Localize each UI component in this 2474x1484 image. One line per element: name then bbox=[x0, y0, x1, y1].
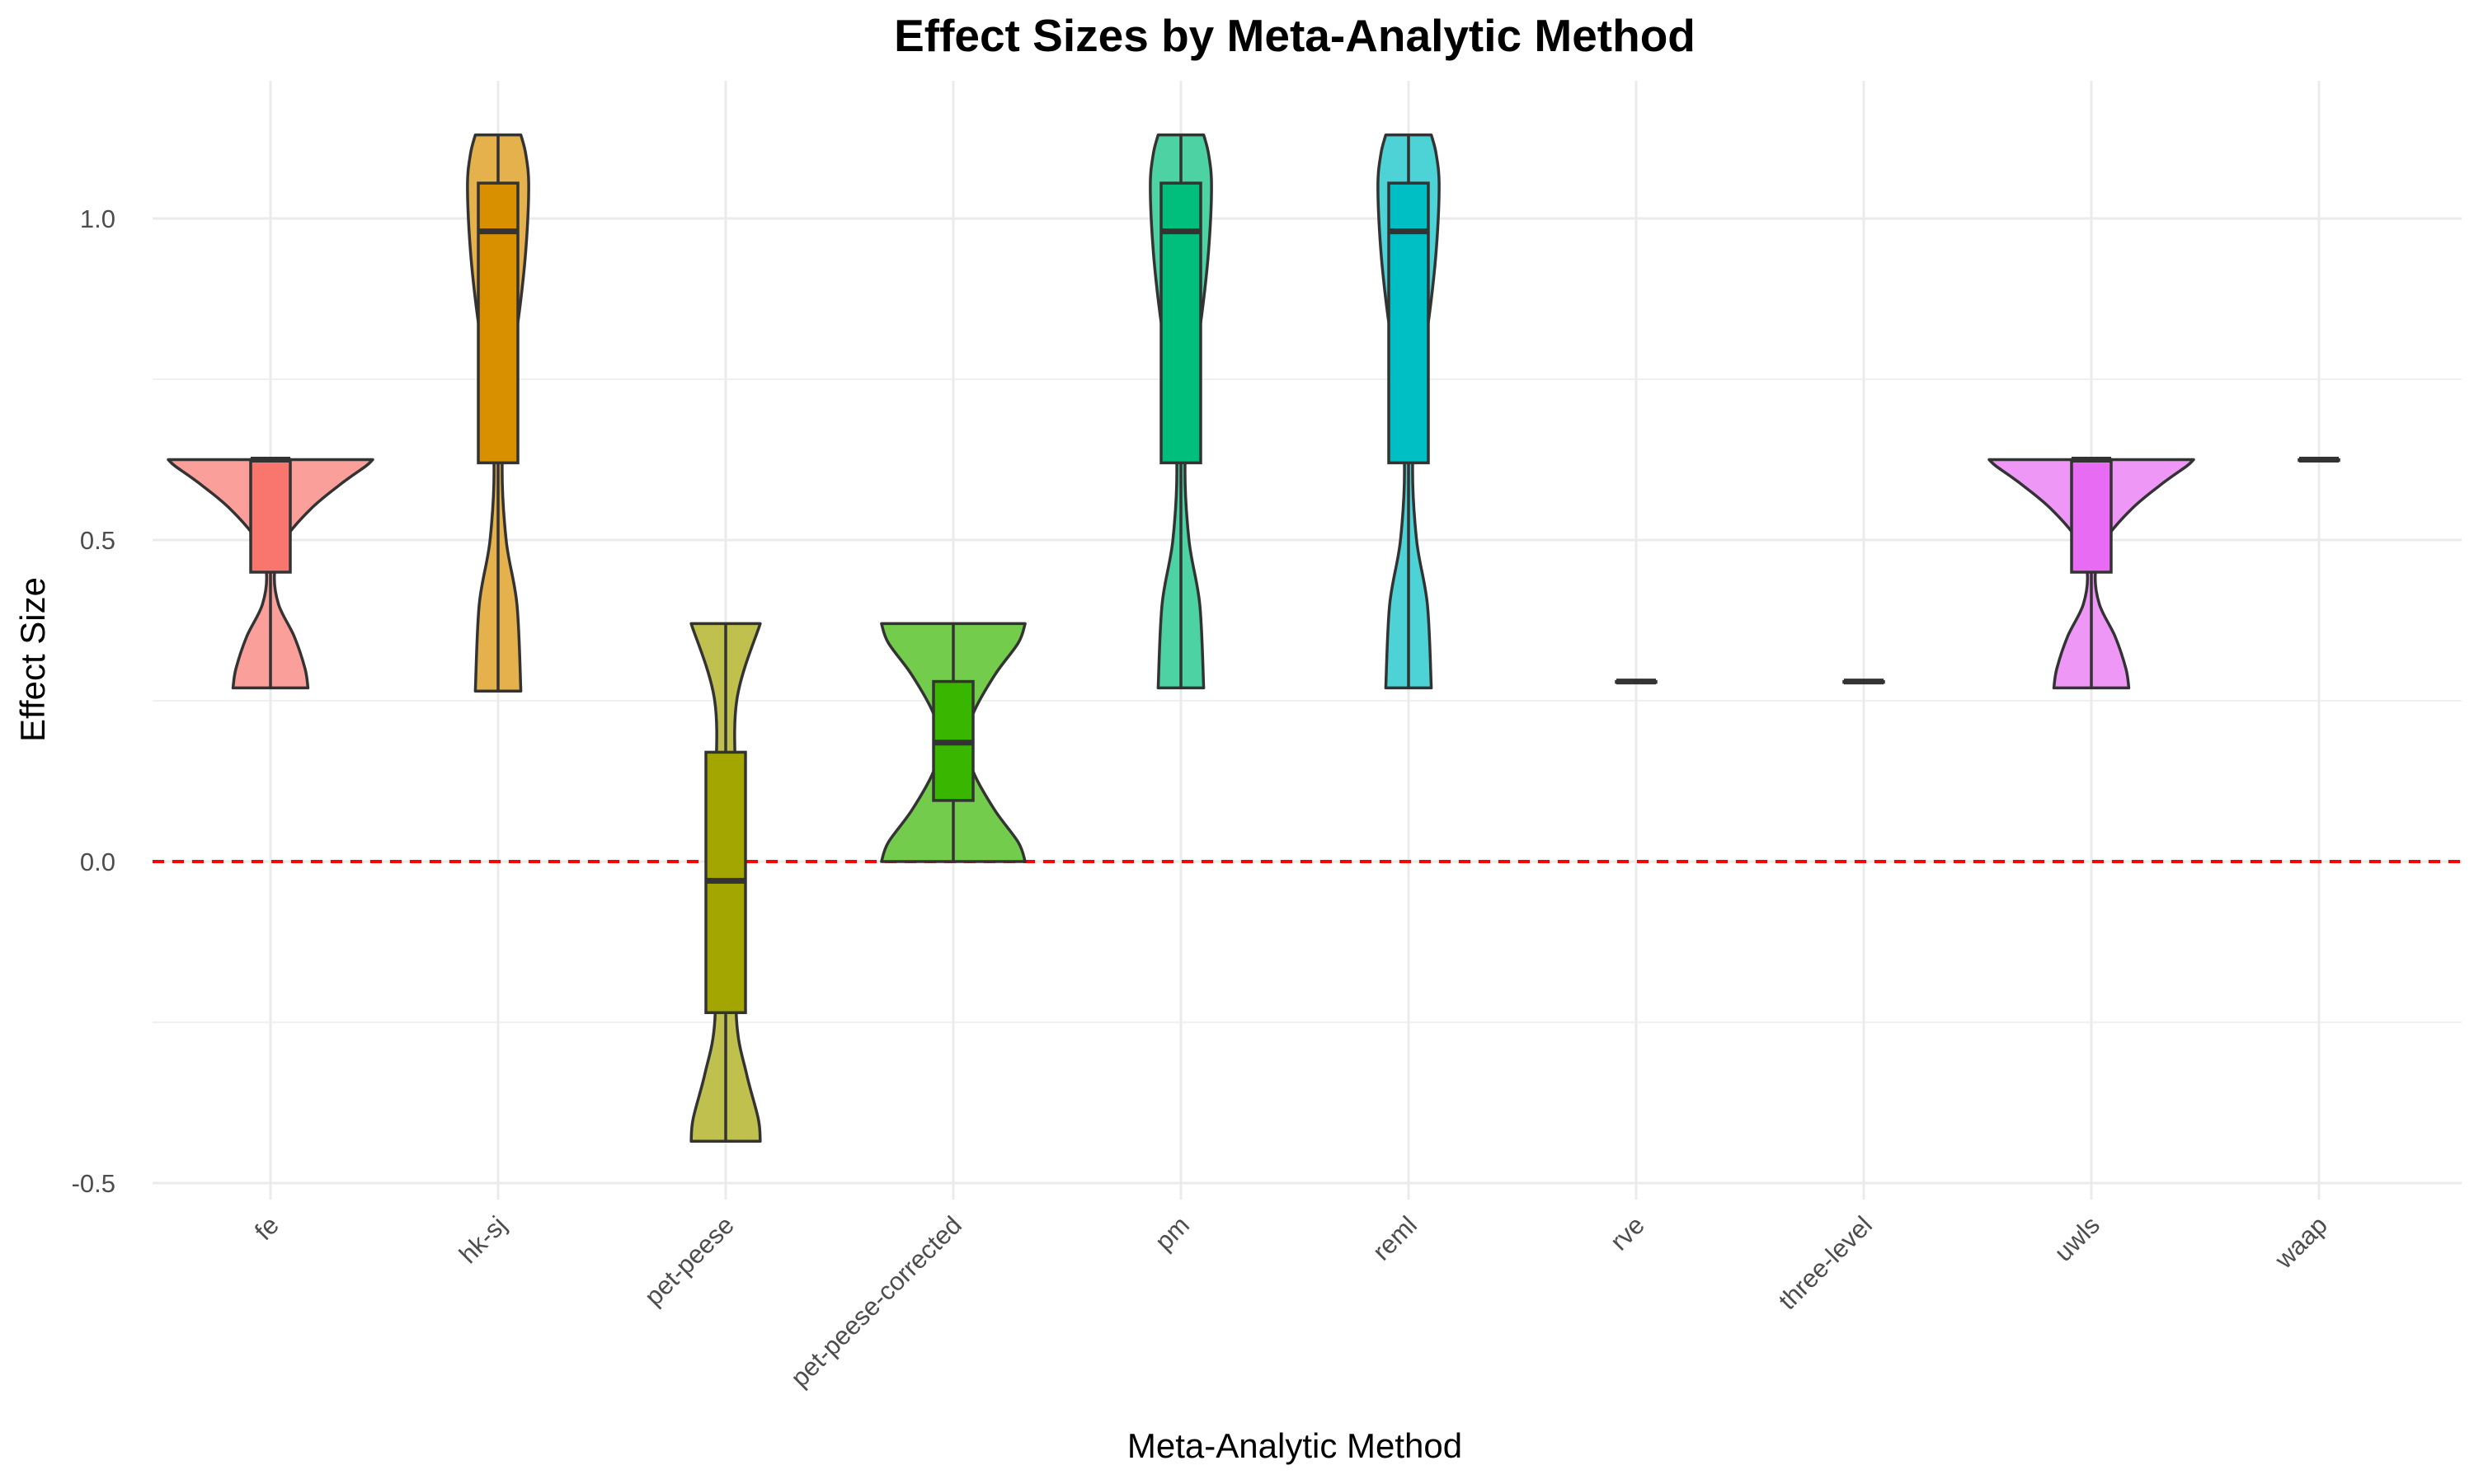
boxplots bbox=[249, 134, 2340, 1142]
chart-title: Effect Sizes by Meta-Analytic Method bbox=[894, 10, 1696, 61]
box-pm bbox=[1159, 181, 1202, 465]
y-tick-label: -0.5 bbox=[72, 1169, 115, 1198]
y-tick-label: 0.0 bbox=[80, 848, 115, 876]
x-axis-title: Meta-Analytic Method bbox=[1127, 1426, 1462, 1465]
y-axis-title: Effect Size bbox=[13, 577, 52, 742]
box-uwls bbox=[2070, 458, 2113, 574]
y-tick-label: 0.5 bbox=[80, 526, 115, 555]
box-reml bbox=[1387, 181, 1430, 465]
y-axis-ticks: -0.5 0.0 0.5 1.0 bbox=[72, 204, 115, 1198]
box-fe bbox=[249, 458, 292, 574]
box-hk-sj bbox=[477, 181, 520, 465]
y-tick-label: 1.0 bbox=[80, 204, 115, 233]
